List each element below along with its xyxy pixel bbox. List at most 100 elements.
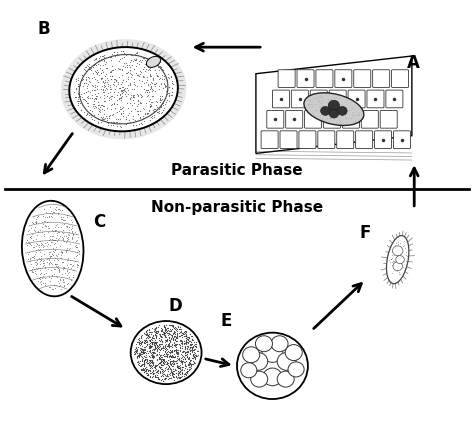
Point [119, 88, 127, 95]
Point [74, 96, 82, 103]
Point [156, 93, 164, 100]
Point [157, 63, 164, 71]
Point [141, 109, 149, 116]
Point [148, 338, 156, 345]
Point [36, 238, 44, 245]
Point [140, 368, 148, 375]
Point [91, 105, 98, 112]
Point [155, 63, 162, 71]
Point [165, 90, 173, 97]
Point [25, 238, 32, 245]
Point [130, 79, 137, 86]
Point [163, 365, 171, 372]
Point [32, 242, 40, 250]
Circle shape [329, 109, 338, 118]
Point [175, 369, 182, 377]
Point [162, 334, 170, 341]
Point [167, 73, 174, 80]
Point [118, 90, 125, 97]
Point [166, 338, 173, 345]
Point [155, 86, 163, 93]
Point [165, 348, 173, 355]
Point [338, 112, 346, 119]
Point [146, 352, 153, 359]
Point [176, 324, 184, 331]
Point [167, 348, 175, 355]
Point [70, 254, 78, 262]
Point [153, 101, 160, 108]
Point [317, 106, 324, 113]
Point [328, 101, 336, 108]
Point [138, 345, 146, 352]
Point [151, 326, 158, 333]
Point [29, 244, 37, 251]
Point [172, 349, 180, 356]
Point [155, 376, 163, 383]
Point [53, 204, 60, 211]
Point [400, 238, 407, 245]
Text: Parasitic Phase: Parasitic Phase [171, 163, 303, 178]
Point [403, 253, 410, 260]
Point [189, 354, 197, 361]
Point [135, 357, 142, 365]
Point [132, 348, 140, 355]
Point [74, 234, 82, 241]
Point [136, 362, 143, 369]
Point [164, 325, 172, 332]
Point [153, 356, 161, 363]
Point [73, 84, 80, 91]
Point [164, 357, 172, 364]
Point [177, 354, 184, 361]
Point [164, 74, 172, 81]
Point [164, 342, 172, 349]
Point [52, 272, 60, 279]
Point [137, 346, 144, 353]
Point [146, 61, 154, 68]
Point [324, 99, 331, 106]
Point [183, 336, 191, 343]
Point [157, 341, 164, 348]
Point [45, 224, 53, 231]
Point [154, 71, 161, 78]
Point [110, 81, 118, 88]
FancyBboxPatch shape [393, 131, 410, 149]
Circle shape [328, 100, 339, 111]
Point [158, 368, 165, 375]
Point [55, 266, 63, 274]
Point [146, 341, 154, 349]
Point [112, 85, 119, 92]
Point [157, 80, 165, 87]
Point [173, 353, 181, 360]
Point [27, 233, 35, 240]
Point [168, 77, 176, 84]
Point [97, 103, 104, 111]
Point [36, 260, 44, 267]
Point [69, 274, 76, 281]
Point [30, 243, 37, 250]
Point [173, 334, 181, 341]
Point [54, 237, 61, 244]
Point [152, 374, 160, 381]
Point [167, 366, 175, 373]
Point [156, 59, 164, 66]
Point [132, 349, 139, 356]
Point [130, 350, 138, 357]
Point [137, 340, 145, 347]
Point [165, 362, 173, 369]
Point [185, 365, 193, 373]
Point [163, 327, 170, 334]
Point [30, 252, 37, 259]
Point [173, 362, 181, 369]
Point [155, 105, 163, 112]
Point [94, 104, 101, 111]
Point [35, 213, 42, 220]
Point [128, 72, 136, 79]
Point [118, 104, 126, 111]
Point [112, 78, 119, 85]
Point [94, 68, 101, 75]
Point [159, 329, 167, 336]
Point [173, 364, 180, 371]
Point [394, 241, 402, 248]
Point [76, 82, 83, 89]
Point [137, 362, 144, 369]
